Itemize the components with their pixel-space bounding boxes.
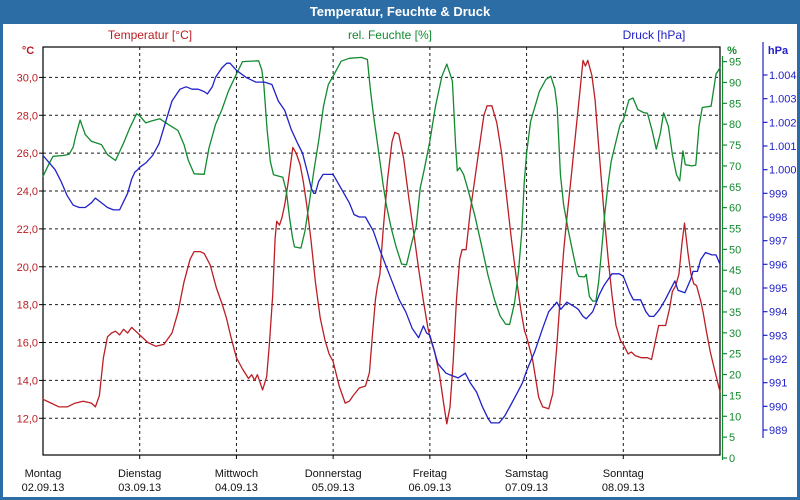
temp-tick-label: 22,0 [17, 224, 38, 236]
pressure-tick-label: 998 [769, 212, 787, 224]
day-label: Samstag [505, 468, 548, 480]
humidity-tick-label: 70 [729, 161, 741, 173]
temp-tick-label: 28,0 [17, 110, 38, 122]
temp-tick-label: 16,0 [17, 338, 38, 350]
pressure-tick-label: 995 [769, 283, 787, 295]
title-bar: Temperatur, Feuchte & Druck [3, 0, 797, 24]
humidity-tick-label: 95 [729, 57, 741, 69]
date-label: 05.09.13 [312, 482, 355, 494]
temp-axis-unit: °C [21, 45, 35, 57]
day-label: Mittwoch [215, 468, 258, 480]
pressure-tick-label: 993 [769, 330, 787, 342]
humidity-tick-label: 15 [729, 390, 741, 402]
humidity-tick-label: 40 [729, 286, 741, 298]
humidity-tick-label: 75 [729, 140, 741, 152]
temp-tick-label: 20,0 [17, 262, 38, 274]
humidity-tick-label: 60 [729, 203, 741, 215]
date-label: 04.09.13 [215, 482, 258, 494]
day-label: Sonntag [603, 468, 644, 480]
pressure-tick-label: 989 [769, 425, 787, 437]
window-title: Temperatur, Feuchte & Druck [309, 4, 491, 19]
date-label: 06.09.13 [408, 482, 451, 494]
humidity-tick-label: 20 [729, 370, 741, 382]
day-label: Freitag [413, 468, 447, 480]
pressure-tick-label: 1.000 [769, 165, 797, 177]
humidity-tick-label: 30 [729, 328, 741, 340]
humidity-tick-label: 50 [729, 244, 741, 256]
humidity-tick-label: 5 [729, 432, 735, 444]
pressure-tick-label: 1.001 [769, 141, 797, 153]
pressure-axis-unit: hPa [767, 45, 789, 57]
pressure-tick-label: 997 [769, 236, 787, 248]
legend-feuchte: rel. Feuchte [%] [347, 28, 433, 42]
date-label: 08.09.13 [602, 482, 645, 494]
day-label: Dienstag [118, 468, 161, 480]
humidity-tick-label: 85 [729, 98, 741, 110]
day-label: Donnerstag [305, 468, 362, 480]
temp-tick-label: 30,0 [17, 72, 38, 84]
humidity-tick-label: 65 [729, 182, 741, 194]
temp-tick-label: 12,0 [17, 413, 38, 425]
humidity-tick-label: 0 [729, 453, 735, 465]
legend-druck: Druck [hPa] [622, 28, 686, 42]
pressure-tick-label: 1.004 [769, 70, 797, 82]
temperature-series-line [42, 59, 721, 425]
humidity-tick-label: 10 [729, 411, 741, 423]
date-label: 03.09.13 [118, 482, 161, 494]
humidity-tick-label: 45 [729, 265, 741, 277]
date-label: 02.09.13 [22, 482, 65, 494]
temp-tick-label: 14,0 [17, 375, 38, 387]
day-label: Montag [25, 468, 62, 480]
humidity-tick-label: 80 [729, 119, 741, 131]
humidity-axis-unit: % [727, 45, 737, 57]
pressure-tick-label: 1.003 [769, 94, 797, 106]
temp-tick-label: 18,0 [17, 300, 38, 312]
legend-temperatur: Temperatur [°C] [107, 28, 193, 42]
pressure-tick-label: 994 [769, 307, 787, 319]
pressure-series-line [42, 62, 721, 424]
pressure-tick-label: 990 [769, 401, 787, 413]
humidity-tick-label: 55 [729, 224, 741, 236]
temp-tick-label: 26,0 [17, 148, 38, 160]
humidity-tick-label: 35 [729, 307, 741, 319]
pressure-tick-label: 996 [769, 259, 787, 271]
humidity-series-line [42, 56, 721, 326]
pressure-tick-label: 992 [769, 354, 787, 366]
humidity-tick-label: 90 [729, 77, 741, 89]
humidity-tick-label: 25 [729, 349, 741, 361]
plot-border [42, 46, 721, 456]
pressure-tick-label: 999 [769, 188, 787, 200]
date-label: 07.09.13 [505, 482, 548, 494]
chart-canvas: 30,0 28,0 26,0 24,0 22,0 20,0 18,0 16,0 14,0 12,0… [17, 42, 797, 494]
pressure-tick-label: 991 [769, 378, 787, 390]
temp-tick-label: 24,0 [17, 186, 38, 198]
pressure-tick-label: 1.002 [769, 117, 797, 129]
